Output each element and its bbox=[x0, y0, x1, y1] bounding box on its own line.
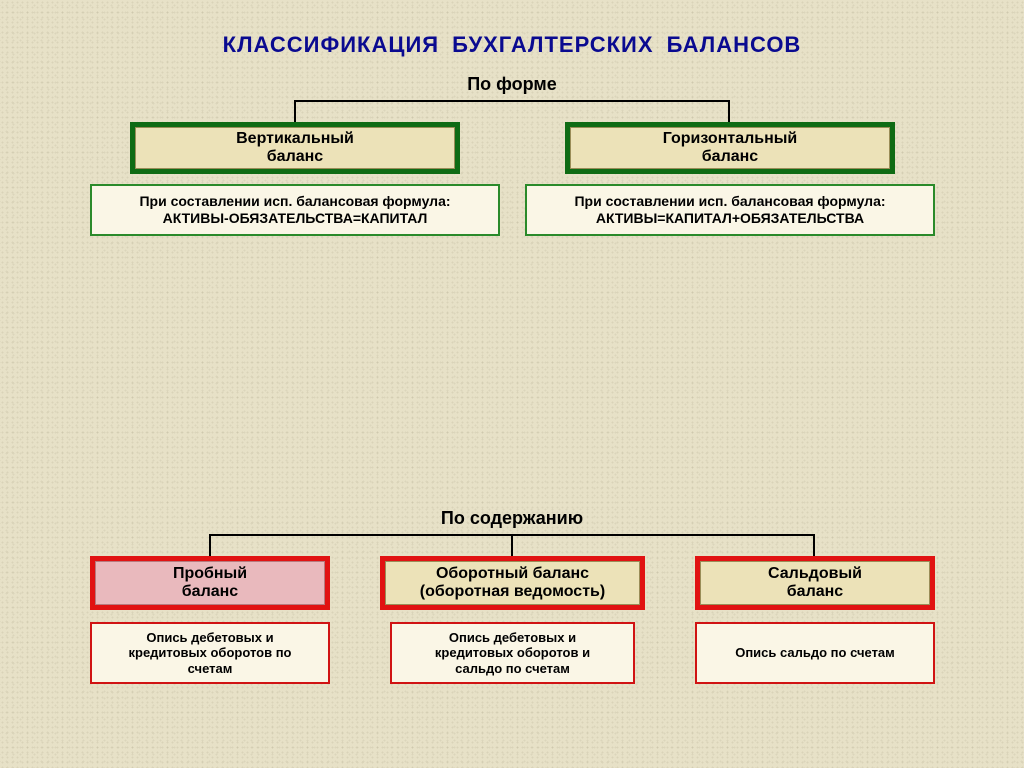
section1-node-2-inner: Горизонтальный баланс bbox=[570, 127, 890, 169]
section2-node-2: Оборотный баланс (оборотная ведомость) bbox=[380, 556, 645, 610]
section1-node-2: Горизонтальный баланс bbox=[565, 122, 895, 174]
section2-node-1: Пробный баланс bbox=[90, 556, 330, 610]
section2-desc-2: Опись дебетовых и кредитовых оборотов и … bbox=[390, 622, 635, 684]
section2-node-2-inner: Оборотный баланс (оборотная ведомость) bbox=[385, 561, 640, 605]
section2-connector-v1 bbox=[209, 534, 211, 556]
section1-node-1-inner: Вертикальный баланс bbox=[135, 127, 455, 169]
section2-subtitle: По содержанию bbox=[0, 508, 1024, 529]
section1-desc-2: При составлении исп. балансовая формула:… bbox=[525, 184, 935, 236]
page-title: КЛАССИФИКАЦИЯ БУХГАЛТЕРСКИХ БАЛАНСОВ bbox=[0, 32, 1024, 58]
section1-desc-1: При составлении исп. балансовая формула:… bbox=[90, 184, 500, 236]
section1-connector-left bbox=[294, 100, 296, 122]
section2-node-3-inner: Сальдовый баланс bbox=[700, 561, 930, 605]
section2-node-3: Сальдовый баланс bbox=[695, 556, 935, 610]
section2-connector-v3 bbox=[813, 534, 815, 556]
section2-desc-1: Опись дебетовых и кредитовых оборотов по… bbox=[90, 622, 330, 684]
section2-connector-v2 bbox=[511, 534, 513, 556]
section2-node-1-inner: Пробный баланс bbox=[95, 561, 325, 605]
section2-desc-3: Опись сальдо по счетам bbox=[695, 622, 935, 684]
section1-connector bbox=[294, 100, 730, 102]
section1-connector-right bbox=[728, 100, 730, 122]
section1-node-1: Вертикальный баланс bbox=[130, 122, 460, 174]
section1-subtitle: По форме bbox=[0, 74, 1024, 95]
